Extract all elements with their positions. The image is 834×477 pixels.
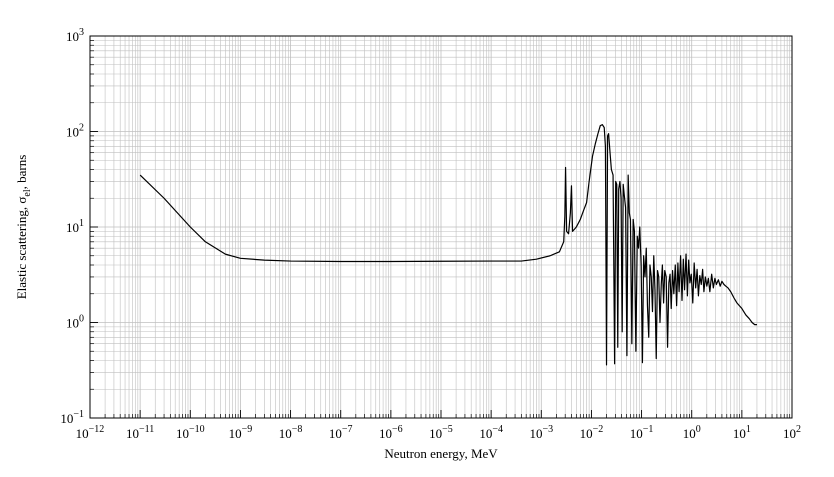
x-tick-label: 10−1 bbox=[630, 424, 654, 441]
ticks bbox=[89, 40, 791, 419]
series-layer bbox=[139, 124, 757, 366]
x-tick-label: 10−3 bbox=[529, 424, 553, 441]
x-tick-label: 10−2 bbox=[580, 424, 604, 441]
y-tick-label: 103 bbox=[66, 27, 84, 44]
x-tick-label: 10−12 bbox=[76, 424, 105, 441]
y-tick-label: 101 bbox=[66, 218, 84, 235]
x-tick-label: 10−7 bbox=[329, 424, 353, 441]
x-tick-label: 10−5 bbox=[429, 424, 453, 441]
x-tick-label: 10−8 bbox=[279, 424, 303, 441]
x-tick-labels: 10−12 10−11 10−10 10−9 10−8 10−7 10−6 10−5 10−4 1… bbox=[76, 424, 801, 441]
x-tick-label: 10−11 bbox=[126, 424, 154, 441]
y-tick-labels: 10−1 100 101 102 103 bbox=[60, 27, 84, 426]
y-axis-title: Elastic scattering, σel, barns bbox=[14, 155, 33, 300]
x-tick-label: 101 bbox=[733, 424, 751, 441]
y-axis-title-main: Elastic scattering, σ bbox=[14, 197, 29, 300]
y-tick-label: 100 bbox=[66, 314, 84, 331]
y-tick-label: 10−1 bbox=[60, 409, 84, 426]
x-tick-label: 102 bbox=[783, 424, 801, 441]
x-axis-title: Neutron energy, MeV bbox=[384, 446, 498, 461]
x-tick-label: 100 bbox=[683, 424, 701, 441]
grid bbox=[89, 36, 792, 419]
x-tick-label: 10−9 bbox=[229, 424, 253, 441]
x-tick-label: 10−10 bbox=[176, 424, 205, 441]
x-tick-label: 10−4 bbox=[479, 424, 503, 441]
y-tick-label: 102 bbox=[66, 123, 84, 140]
y-axis-title-subscript: el bbox=[22, 189, 33, 196]
y-axis-title-tail: , barns bbox=[14, 155, 29, 190]
series-line-0 bbox=[139, 124, 757, 366]
x-tick-label: 10−6 bbox=[379, 424, 403, 441]
